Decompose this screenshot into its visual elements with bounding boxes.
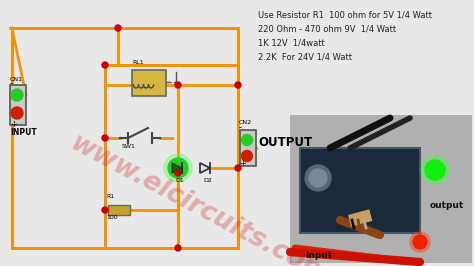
Circle shape [175, 245, 181, 251]
Circle shape [102, 135, 108, 141]
Text: -: - [10, 79, 13, 88]
Text: INPUT: INPUT [10, 128, 37, 137]
Polygon shape [172, 163, 182, 173]
Text: 220 Ohm - 470 ohm 9V  1/4 Watt: 220 Ohm - 470 ohm 9V 1/4 Watt [258, 24, 396, 33]
Circle shape [168, 158, 188, 178]
Circle shape [175, 82, 181, 88]
Circle shape [175, 170, 181, 176]
Circle shape [305, 165, 331, 191]
Bar [10, 85, 26, 125]
Text: D2: D2 [203, 178, 212, 183]
Circle shape [11, 89, 23, 101]
Circle shape [11, 107, 23, 119]
Circle shape [410, 232, 430, 252]
Text: output: output [430, 201, 464, 210]
Text: CN2: CN2 [239, 120, 252, 125]
Circle shape [309, 169, 327, 187]
Text: +: + [239, 159, 246, 168]
Bar [132, 70, 166, 96]
Bar [12, 28, 238, 248]
Text: OUTPUT: OUTPUT [258, 135, 312, 148]
Circle shape [164, 154, 192, 182]
Bar [300, 148, 420, 233]
Bar [105, 65, 238, 248]
Circle shape [235, 165, 241, 171]
Bar [108, 205, 130, 215]
Circle shape [102, 62, 108, 68]
Circle shape [241, 135, 253, 146]
Bar [348, 209, 373, 227]
Text: R1: R1 [106, 194, 114, 199]
Text: SW1: SW1 [122, 144, 136, 149]
Text: RL1: RL1 [132, 60, 144, 65]
Circle shape [425, 160, 445, 180]
Text: Use Resistor R1  100 ohm for 5V 1/4 Watt: Use Resistor R1 100 ohm for 5V 1/4 Watt [258, 10, 432, 19]
Bar [290, 115, 472, 263]
Text: CN1: CN1 [10, 77, 23, 82]
Circle shape [102, 207, 108, 213]
Text: www.elcircuits.com: www.elcircuits.com [66, 131, 334, 266]
Circle shape [115, 25, 121, 31]
Text: -: - [239, 123, 242, 132]
Text: 100: 100 [106, 215, 118, 220]
Text: Input: Input [305, 251, 332, 260]
Bar [240, 130, 256, 166]
Circle shape [241, 151, 253, 161]
Text: 2.2K  For 24V 1/4 Watt: 2.2K For 24V 1/4 Watt [258, 52, 352, 61]
Circle shape [235, 82, 241, 88]
Text: D1: D1 [175, 178, 184, 183]
Circle shape [413, 235, 427, 249]
Text: +: + [10, 120, 17, 129]
Circle shape [421, 156, 449, 184]
Text: 1K 12V  1/4watt: 1K 12V 1/4watt [258, 38, 325, 47]
